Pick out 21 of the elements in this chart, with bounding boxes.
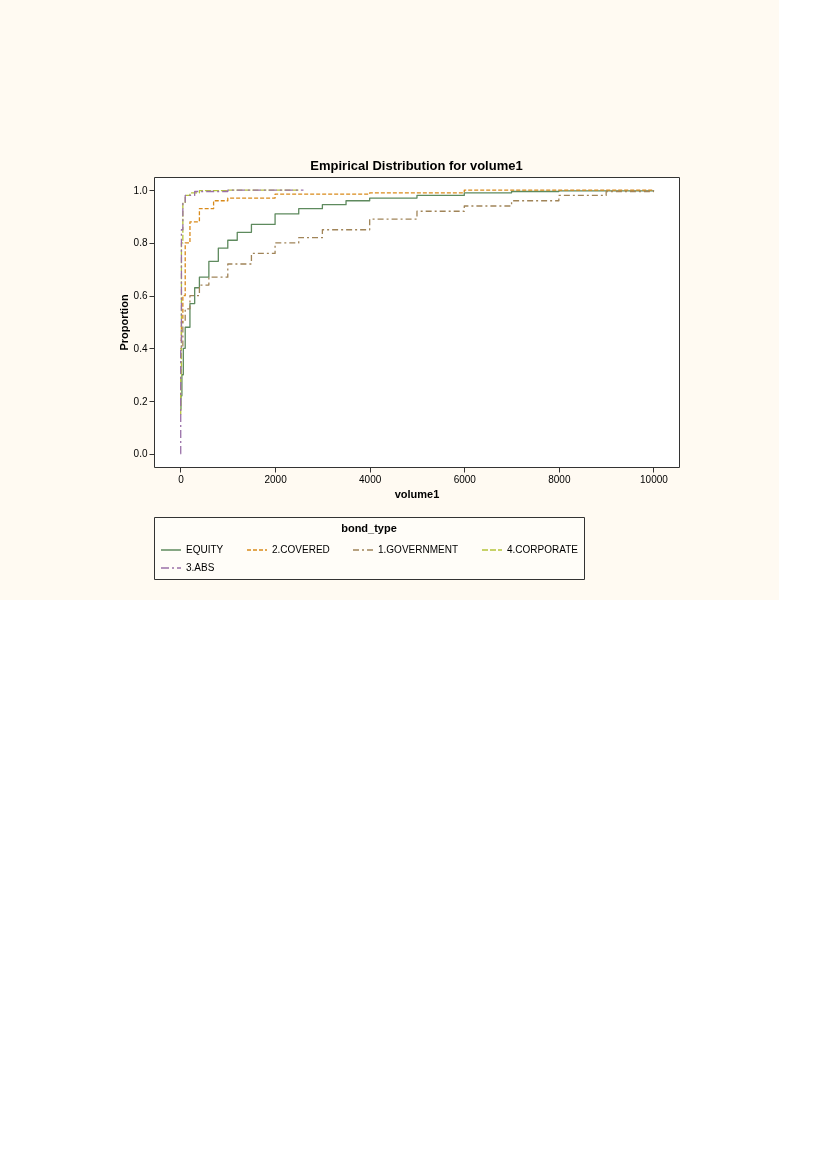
y-axis-title: Proportion	[117, 294, 130, 351]
legend-label: 1.GOVERNMENT	[378, 544, 459, 555]
y-tick-label: 0.2	[133, 395, 148, 407]
y-tick-label: 0.0	[133, 448, 148, 460]
x-tick-label: 10000	[640, 473, 669, 485]
legend-label: EQUITY	[186, 544, 224, 555]
y-tick-label: 0.6	[133, 290, 148, 302]
x-tick-label: 8000	[548, 473, 571, 485]
y-tick-label: 1.0	[133, 184, 148, 196]
legend-label: 2.COVERED	[272, 544, 330, 555]
legend-label: 4.CORPORATE	[507, 544, 579, 555]
x-tick-label: 6000	[453, 473, 477, 485]
chart-title: Empirical Distribution for volume1	[310, 158, 523, 173]
y-tick-label: 0.8	[133, 237, 148, 249]
legend-title: bond_type	[341, 522, 397, 534]
x-tick-label: 4000	[359, 473, 382, 485]
legend-label: 3.ABS	[186, 562, 215, 573]
x-axis-title: volume1	[394, 487, 440, 500]
y-tick-label: 0.4	[133, 342, 148, 354]
x-tick-label: 0	[178, 473, 185, 485]
x-tick-label: 2000	[264, 473, 288, 485]
